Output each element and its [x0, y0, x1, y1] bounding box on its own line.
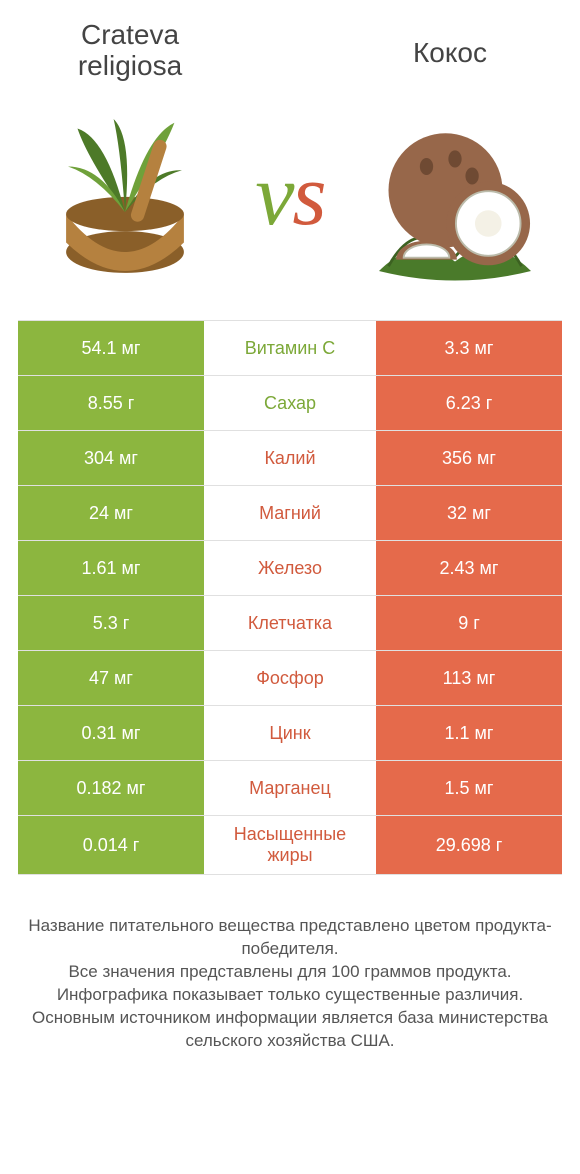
table-row: 304 мгКалий356 мг — [18, 431, 562, 486]
title-left-line2: religiosa — [78, 50, 182, 81]
cell-left-value: 47 мг — [18, 651, 204, 705]
cell-nutrient-label: Цинк — [204, 706, 376, 760]
cell-right-value: 29.698 г — [376, 816, 562, 874]
title-left: Crateva religiosa — [30, 20, 230, 82]
infographic-root: Crateva religiosa Кокос vs — [0, 0, 580, 1174]
cell-right-value: 113 мг — [376, 651, 562, 705]
cell-left-value: 0.014 г — [18, 816, 204, 874]
cell-left-value: 5.3 г — [18, 596, 204, 650]
cell-nutrient-label: Марганец — [204, 761, 376, 815]
product-right-image — [360, 100, 550, 290]
table-row: 24 мгМагний32 мг — [18, 486, 562, 541]
cell-nutrient-label: Магний — [204, 486, 376, 540]
vs-s: s — [292, 147, 324, 244]
cell-right-value: 2.43 мг — [376, 541, 562, 595]
hero-row: vs — [0, 90, 580, 320]
cell-nutrient-label: Витамин C — [204, 321, 376, 375]
footnote-line: Все значения представлены для 100 граммо… — [26, 961, 554, 984]
cell-nutrient-label: Насыщенные жиры — [204, 816, 376, 874]
footnotes: Название питательного вещества представл… — [0, 875, 580, 1053]
cell-left-value: 8.55 г — [18, 376, 204, 430]
cell-right-value: 1.1 мг — [376, 706, 562, 760]
footnote-line: Название питательного вещества представл… — [26, 915, 554, 961]
footnote-line: Основным источником информации является … — [26, 1007, 554, 1053]
cell-nutrient-label: Калий — [204, 431, 376, 485]
table-row: 54.1 мгВитамин C3.3 мг — [18, 320, 562, 376]
cell-right-value: 32 мг — [376, 486, 562, 540]
cell-left-value: 0.182 мг — [18, 761, 204, 815]
cell-right-value: 356 мг — [376, 431, 562, 485]
cell-left-value: 1.61 мг — [18, 541, 204, 595]
header: Crateva religiosa Кокос — [0, 0, 580, 90]
table-row: 47 мгФосфор113 мг — [18, 651, 562, 706]
cell-left-value: 54.1 мг — [18, 321, 204, 375]
comparison-table: 54.1 мгВитамин C3.3 мг8.55 гСахар6.23 г3… — [0, 320, 580, 875]
vs-label: vs — [255, 145, 324, 246]
cell-left-value: 24 мг — [18, 486, 204, 540]
cell-right-value: 9 г — [376, 596, 562, 650]
cell-right-value: 6.23 г — [376, 376, 562, 430]
cell-nutrient-label: Железо — [204, 541, 376, 595]
table-row: 8.55 гСахар6.23 г — [18, 376, 562, 431]
title-right: Кокос — [350, 20, 550, 69]
cell-nutrient-label: Сахар — [204, 376, 376, 430]
vs-v: v — [255, 147, 292, 244]
footnote-line: Инфографика показывает только существенн… — [26, 984, 554, 1007]
cell-nutrient-label: Фосфор — [204, 651, 376, 705]
table-row: 0.31 мгЦинк1.1 мг — [18, 706, 562, 761]
cell-right-value: 1.5 мг — [376, 761, 562, 815]
cell-left-value: 304 мг — [18, 431, 204, 485]
cell-left-value: 0.31 мг — [18, 706, 204, 760]
table-row: 1.61 мгЖелезо2.43 мг — [18, 541, 562, 596]
table-row: 0.182 мгМарганец1.5 мг — [18, 761, 562, 816]
cell-right-value: 3.3 мг — [376, 321, 562, 375]
table-row: 0.014 гНасыщенные жиры29.698 г — [18, 816, 562, 875]
table-row: 5.3 гКлетчатка9 г — [18, 596, 562, 651]
title-left-line1: Crateva — [81, 19, 179, 50]
product-left-image — [30, 100, 220, 290]
cell-nutrient-label: Клетчатка — [204, 596, 376, 650]
